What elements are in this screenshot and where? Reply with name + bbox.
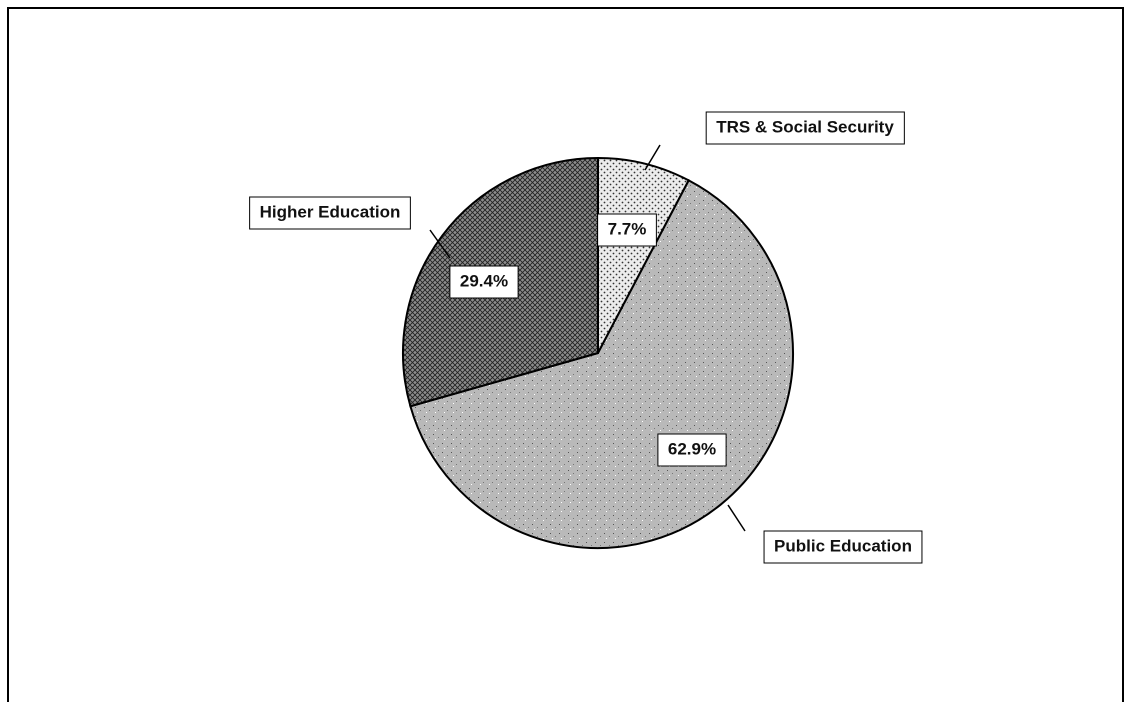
value-label-box <box>597 213 657 247</box>
slice-texture <box>597 156 691 354</box>
leader-line <box>727 504 746 532</box>
category-label: Higher Education <box>260 202 401 221</box>
leader-line <box>644 144 661 171</box>
value-label: 29.4% <box>460 271 508 290</box>
value-label-box <box>449 265 519 299</box>
value-label-box <box>657 433 727 467</box>
category-label: Public Education <box>774 536 912 555</box>
category-label-box <box>763 530 923 564</box>
category-label-box <box>705 111 905 145</box>
value-label: 62.9% <box>668 439 716 458</box>
frame <box>7 7 1124 702</box>
category-label-box <box>249 196 411 230</box>
value-label: 7.7% <box>608 219 647 238</box>
leader-line <box>429 229 451 259</box>
labels: 7.7% TRS & Social Security 62.9% Public Edu… <box>249 111 923 564</box>
category-label: TRS & Social Security <box>716 117 894 136</box>
